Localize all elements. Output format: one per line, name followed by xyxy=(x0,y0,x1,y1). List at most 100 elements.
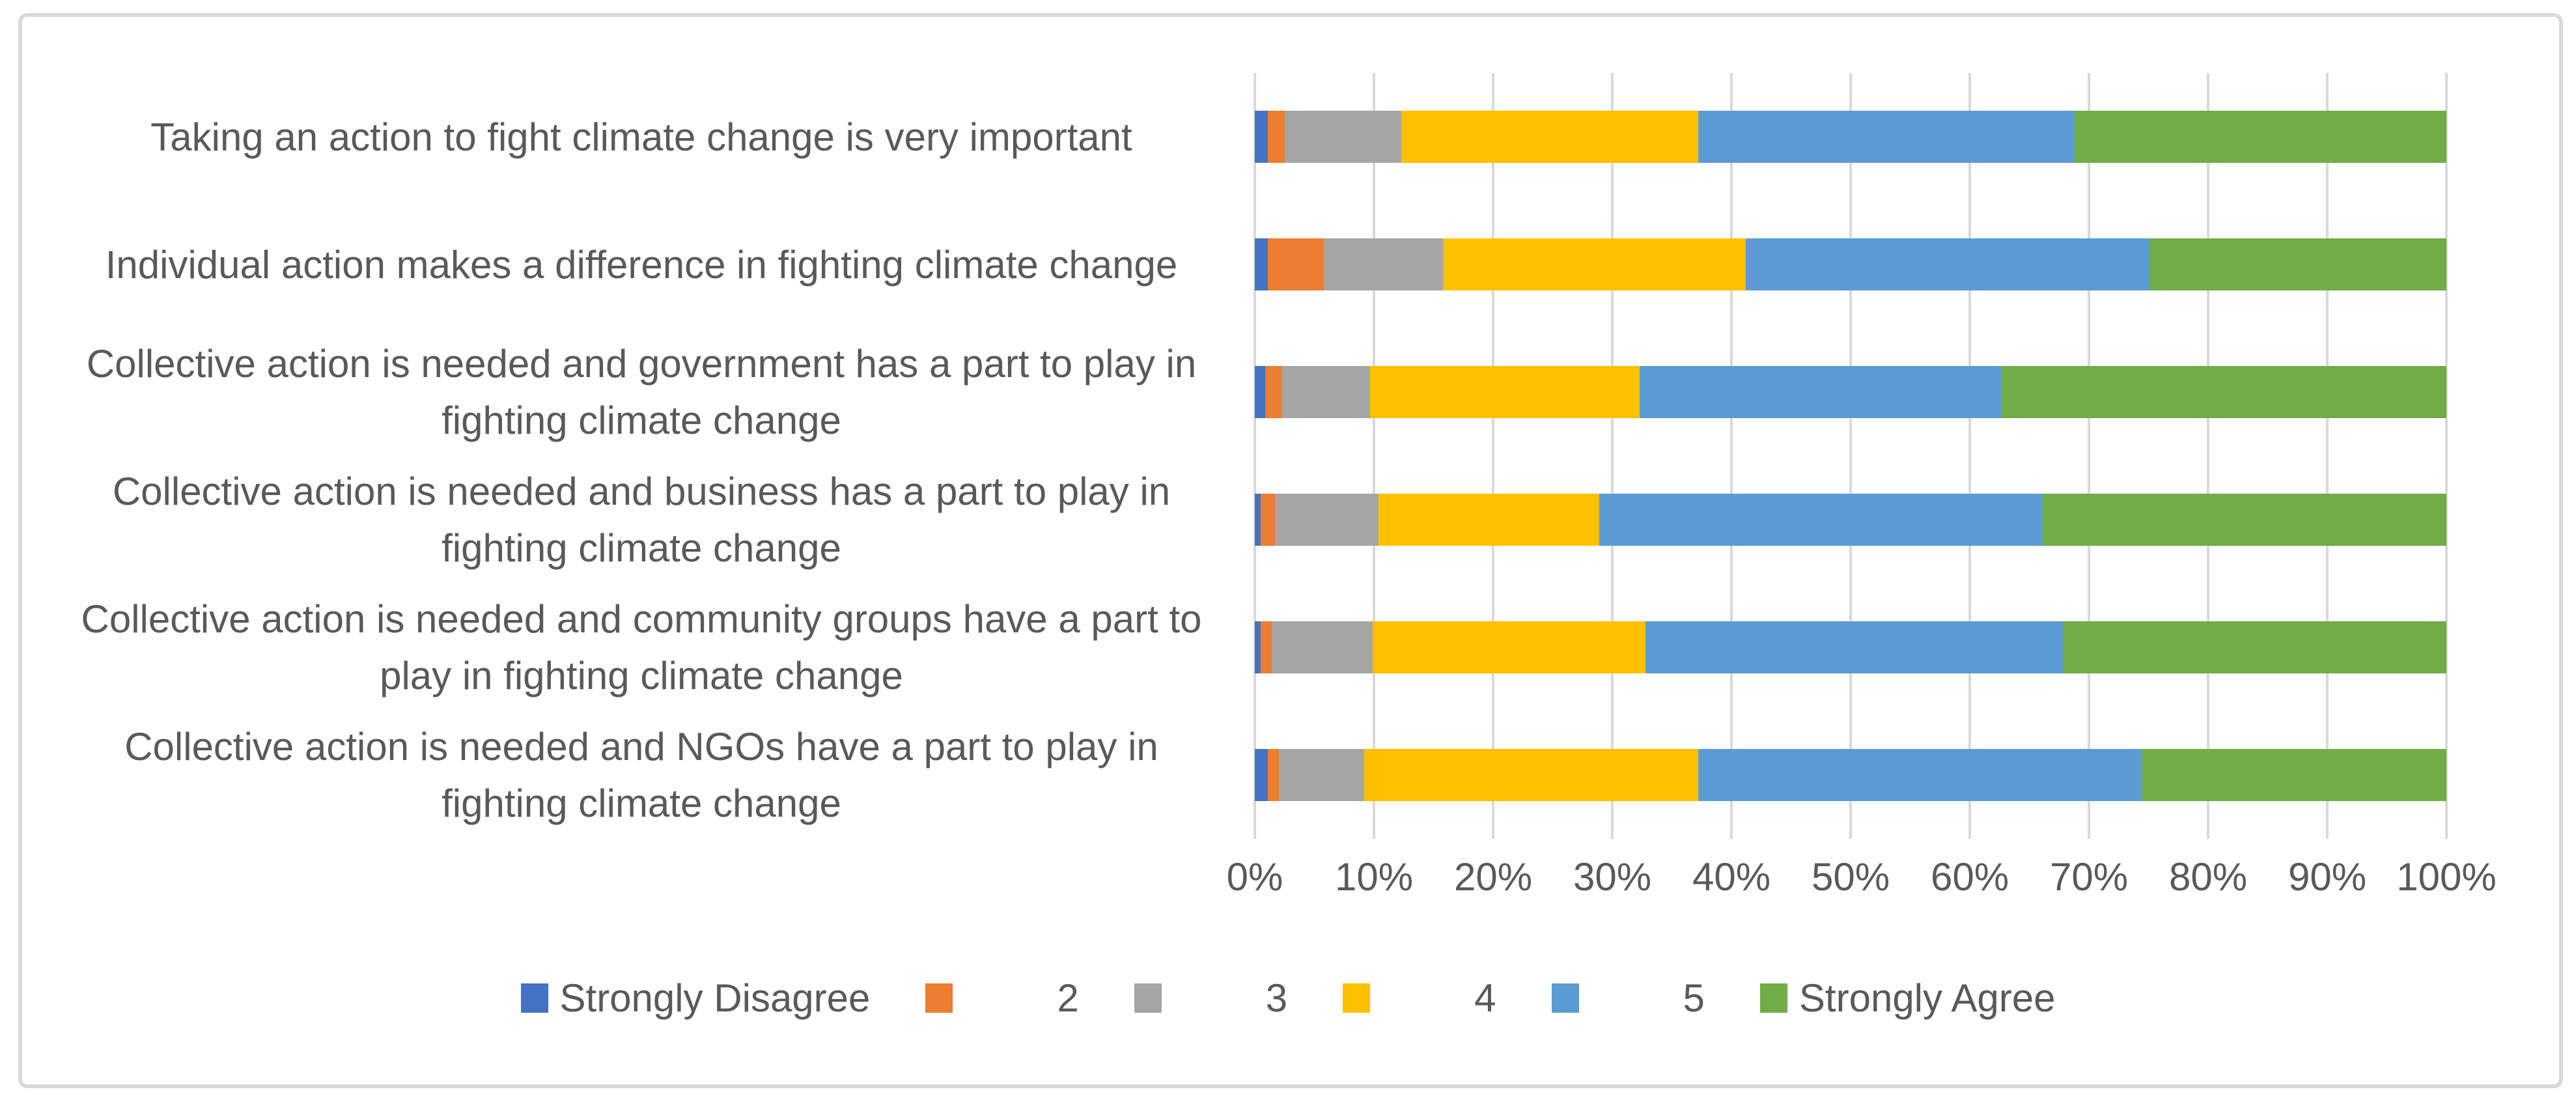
bar-segment-3 xyxy=(1284,111,1402,163)
legend-swatch-icon xyxy=(925,983,953,1013)
legend-swatch-icon xyxy=(520,983,548,1013)
gridline xyxy=(1968,73,1971,839)
bar-segment-3 xyxy=(1282,366,1371,418)
x-tick-label: 90% xyxy=(2288,855,2367,899)
stacked-bar xyxy=(1255,494,2446,546)
bar-segment-strongly-agree xyxy=(2074,111,2446,163)
bar-segment-strongly-disagree xyxy=(1255,749,1268,801)
stacked-bar xyxy=(1255,749,2446,801)
gridline xyxy=(1611,73,1614,839)
category-label: Taking an action to fight climate change… xyxy=(150,115,1132,159)
bar-segment-5 xyxy=(1698,111,2075,163)
bar-segment-2 xyxy=(1261,494,1276,546)
gridline xyxy=(2326,73,2329,839)
gridline xyxy=(1373,73,1375,839)
stacked-bar xyxy=(1255,621,2446,673)
gridline xyxy=(2445,73,2448,839)
legend-label: 4 xyxy=(1474,976,1496,1020)
x-tick-label: 40% xyxy=(1692,855,1771,899)
category-label: Collective action is needed and NGOs hav… xyxy=(124,725,1158,825)
bar-segment-2 xyxy=(1268,749,1279,801)
bar-segment-5 xyxy=(1745,238,2150,290)
bar-segment-strongly-agree xyxy=(2149,238,2446,290)
x-tick-label: 10% xyxy=(1334,855,1414,899)
stacked-bar xyxy=(1255,238,2446,290)
bar-segment-4 xyxy=(1370,366,1640,418)
bar-segment-5 xyxy=(1599,494,2043,546)
legend-item-3: 3 xyxy=(1134,976,1287,1021)
x-tick-label: 70% xyxy=(2049,855,2129,899)
x-tick-label: 100% xyxy=(2396,855,2497,899)
legend-label: Strongly Disagree xyxy=(559,976,871,1020)
bar-segment-4 xyxy=(1379,494,1599,546)
bar-segment-3 xyxy=(1278,749,1365,801)
gridline xyxy=(1253,73,1256,839)
legend-item-2: 2 xyxy=(925,976,1079,1021)
legend-item-strongly-disagree: Strongly Disagree xyxy=(520,976,871,1021)
gridline xyxy=(1849,73,1852,839)
legend-swatch-icon xyxy=(1551,983,1579,1013)
legend-label: 3 xyxy=(1265,976,1288,1020)
gridline xyxy=(1730,73,1733,839)
bar-segment-strongly-agree xyxy=(2000,366,2446,418)
stacked-bar xyxy=(1255,111,2446,163)
gridline xyxy=(2088,73,2090,839)
category-labels: Taking an action to fight climate change… xyxy=(62,73,1221,839)
bar-row xyxy=(1255,73,2446,201)
bar-segment-2 xyxy=(1268,111,1285,163)
legend-swatch-icon xyxy=(1134,983,1162,1013)
bar-segment-4 xyxy=(1364,749,1698,801)
x-tick-label: 30% xyxy=(1573,855,1652,899)
bar-segment-4 xyxy=(1373,621,1646,673)
bar-row xyxy=(1255,711,2446,839)
plot-area xyxy=(1253,73,2448,839)
bar-row xyxy=(1255,584,2446,711)
category-label: Collective action is needed and communit… xyxy=(81,597,1202,698)
legend-item-4: 4 xyxy=(1343,976,1496,1021)
bar-row xyxy=(1255,328,2446,456)
gridline xyxy=(1492,73,1494,839)
bar-segment-4 xyxy=(1401,111,1698,163)
bar-row xyxy=(1255,201,2446,328)
bar-segment-strongly-agree xyxy=(2062,621,2446,673)
bar-segment-strongly-agree xyxy=(2042,494,2446,546)
legend-item-strongly-agree: Strongly Agree xyxy=(1759,976,2056,1021)
bar-segment-5 xyxy=(1698,749,2142,801)
bar-segment-5 xyxy=(1640,366,2001,418)
bar-segment-3 xyxy=(1271,621,1373,673)
bar-segment-2 xyxy=(1261,621,1272,673)
legend-label: 2 xyxy=(1057,976,1079,1020)
bar-segment-5 xyxy=(1645,621,2063,673)
gridline xyxy=(2207,73,2209,839)
legend-label: Strongly Agree xyxy=(1799,976,2056,1020)
legend-swatch-icon xyxy=(1759,983,1787,1013)
stacked-bar xyxy=(1255,366,2446,418)
bar-row xyxy=(1255,456,2446,584)
x-tick-label: 80% xyxy=(2168,855,2248,899)
bar-segment-strongly-disagree xyxy=(1255,621,1261,673)
bar-segment-strongly-disagree xyxy=(1255,111,1268,163)
category-label: Individual action makes a difference in … xyxy=(105,242,1178,287)
x-tick-label: 20% xyxy=(1453,855,1533,899)
x-tick-label: 50% xyxy=(1811,855,1890,899)
x-tick-label: 0% xyxy=(1226,855,1283,899)
x-axis-tick-labels: 0% 10% 20% 30% 40% 50% 60% 70% 80% 90% 100% xyxy=(1227,854,2497,913)
chart-frame-border xyxy=(18,13,2563,1088)
bar-segment-3 xyxy=(1275,494,1379,546)
legend-label: 5 xyxy=(1683,976,1705,1020)
bar-segment-2 xyxy=(1265,366,1283,418)
bar-segment-strongly-agree xyxy=(2141,749,2446,801)
bar-segment-strongly-disagree xyxy=(1255,494,1261,546)
legend-swatch-icon xyxy=(1343,983,1371,1013)
bar-segment-4 xyxy=(1443,238,1746,290)
bar-segment-2 xyxy=(1268,238,1324,290)
x-tick-label: 60% xyxy=(1930,855,2009,899)
bars xyxy=(1255,73,2446,839)
legend: Strongly Disagree 2 3 4 5 Strongly Agree xyxy=(0,976,2576,1021)
bar-segment-3 xyxy=(1324,238,1444,290)
bar-segment-strongly-disagree xyxy=(1255,366,1266,418)
category-label: Collective action is needed and governme… xyxy=(86,342,1197,442)
legend-item-5: 5 xyxy=(1551,976,1705,1021)
bar-segment-strongly-disagree xyxy=(1255,238,1268,290)
